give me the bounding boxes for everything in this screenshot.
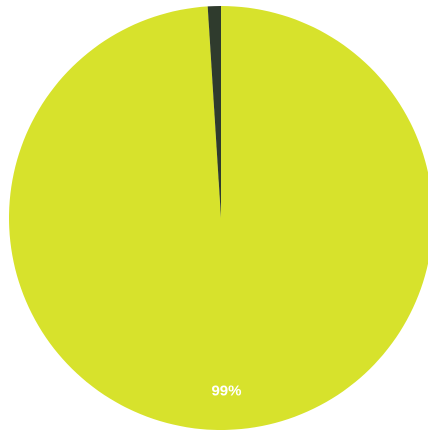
pie-slice-0 [9,6,428,430]
pie-slice-label-0: 99% [211,383,241,400]
pie-slice-1 [207,6,221,218]
